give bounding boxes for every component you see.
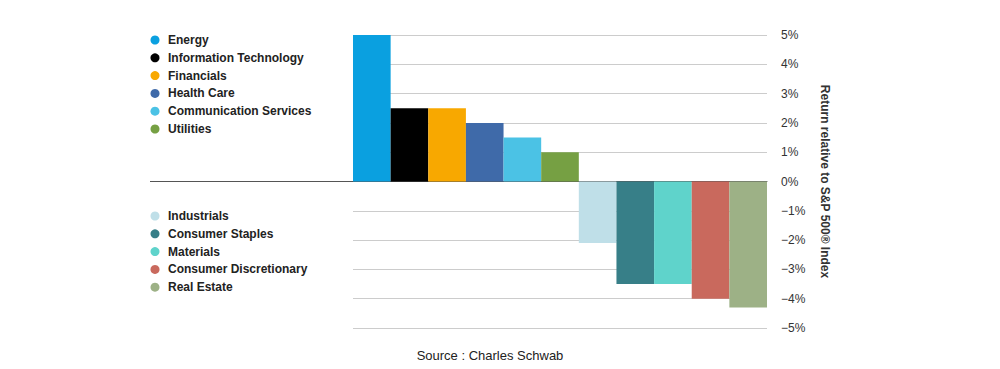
svg-text:−3%: −3%: [781, 262, 806, 276]
svg-text:−1%: −1%: [781, 204, 806, 218]
svg-text:Health Care: Health Care: [168, 86, 235, 100]
svg-text:−5%: −5%: [781, 321, 806, 335]
svg-text:Utilities: Utilities: [168, 122, 212, 136]
svg-text:1%: 1%: [781, 145, 799, 159]
svg-text:4%: 4%: [781, 57, 799, 71]
svg-text:Financials: Financials: [168, 69, 227, 83]
svg-text:Consumer Staples: Consumer Staples: [168, 227, 274, 241]
svg-text:3%: 3%: [781, 87, 799, 101]
svg-text:2%: 2%: [781, 116, 799, 130]
svg-text:5%: 5%: [781, 28, 799, 42]
svg-text:Real Estate: Real Estate: [168, 280, 233, 294]
svg-text:0%: 0%: [781, 175, 799, 189]
svg-text:Information Technology: Information Technology: [168, 51, 304, 65]
svg-text:Energy: Energy: [168, 33, 209, 47]
svg-text:Consumer Discretionary: Consumer Discretionary: [168, 262, 308, 276]
svg-text:−4%: −4%: [781, 292, 806, 306]
svg-text:Source : Charles Schwab: Source : Charles Schwab: [417, 348, 564, 363]
svg-text:Industrials: Industrials: [168, 209, 229, 223]
svg-text:Materials: Materials: [168, 245, 220, 259]
svg-text:Return relative to S&P 500® In: Return relative to S&P 500® Index: [818, 85, 832, 279]
svg-text:Communication Services: Communication Services: [168, 104, 312, 118]
svg-text:−2%: −2%: [781, 233, 806, 247]
